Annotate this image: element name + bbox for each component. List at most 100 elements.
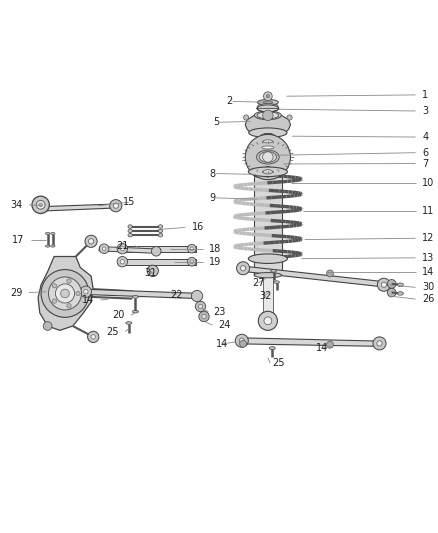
Circle shape (67, 304, 71, 308)
Ellipse shape (46, 232, 50, 235)
Text: 20: 20 (112, 310, 124, 320)
Circle shape (244, 115, 249, 120)
Circle shape (88, 331, 99, 343)
Circle shape (43, 322, 52, 330)
Circle shape (147, 265, 159, 277)
Ellipse shape (274, 281, 279, 284)
Ellipse shape (254, 111, 281, 120)
Circle shape (113, 203, 118, 208)
Text: 14: 14 (82, 295, 94, 305)
Text: 30: 30 (422, 282, 434, 293)
Text: 19: 19 (209, 257, 222, 267)
Text: 8: 8 (209, 168, 215, 179)
Circle shape (110, 199, 122, 212)
Text: 23: 23 (214, 306, 226, 317)
Circle shape (239, 338, 244, 343)
Text: 31: 31 (144, 269, 156, 278)
Text: 24: 24 (218, 320, 230, 330)
Text: 32: 32 (259, 290, 272, 301)
Ellipse shape (259, 151, 276, 163)
Text: 25: 25 (272, 358, 285, 368)
Ellipse shape (271, 270, 276, 272)
Text: 18: 18 (209, 244, 222, 254)
Circle shape (32, 196, 49, 214)
Polygon shape (99, 247, 161, 254)
Circle shape (387, 279, 396, 288)
Text: 12: 12 (422, 233, 434, 243)
Text: 4: 4 (422, 132, 428, 142)
Text: 14: 14 (316, 343, 328, 353)
Text: 10: 10 (422, 178, 434, 188)
Circle shape (102, 247, 106, 251)
Ellipse shape (51, 245, 55, 247)
Polygon shape (44, 204, 119, 211)
Circle shape (88, 239, 94, 244)
Ellipse shape (128, 229, 132, 232)
Circle shape (387, 288, 396, 297)
Text: 1: 1 (422, 90, 428, 100)
Circle shape (84, 289, 88, 294)
Text: 5: 5 (214, 117, 220, 127)
Text: 6: 6 (422, 148, 428, 158)
Text: 29: 29 (10, 288, 22, 297)
Circle shape (237, 262, 250, 274)
Ellipse shape (263, 101, 272, 103)
Text: 14: 14 (216, 339, 228, 349)
Ellipse shape (258, 100, 278, 105)
Circle shape (117, 256, 127, 267)
Circle shape (287, 115, 292, 120)
Ellipse shape (128, 225, 132, 228)
Circle shape (202, 314, 206, 319)
Circle shape (80, 286, 92, 297)
Ellipse shape (257, 105, 279, 112)
Ellipse shape (397, 283, 403, 286)
Ellipse shape (159, 225, 163, 228)
Circle shape (195, 301, 206, 312)
Circle shape (263, 152, 273, 162)
Circle shape (266, 94, 270, 98)
Circle shape (240, 265, 246, 271)
Text: 7: 7 (422, 158, 428, 168)
Text: 14: 14 (422, 266, 434, 277)
Circle shape (377, 278, 390, 291)
Ellipse shape (128, 233, 132, 237)
Ellipse shape (261, 312, 274, 317)
Circle shape (49, 277, 81, 310)
Ellipse shape (249, 128, 287, 138)
Circle shape (235, 334, 248, 348)
Circle shape (52, 284, 57, 288)
Polygon shape (237, 338, 384, 346)
Circle shape (99, 244, 109, 254)
Circle shape (56, 284, 74, 303)
Circle shape (36, 200, 45, 209)
Circle shape (52, 299, 57, 303)
Circle shape (240, 341, 247, 348)
Text: 17: 17 (12, 235, 25, 245)
Polygon shape (118, 246, 196, 252)
Circle shape (91, 335, 95, 339)
Ellipse shape (248, 254, 287, 263)
Circle shape (60, 289, 69, 298)
Circle shape (264, 317, 272, 325)
Circle shape (263, 167, 273, 177)
Ellipse shape (46, 245, 50, 247)
FancyBboxPatch shape (254, 175, 282, 275)
Circle shape (39, 203, 42, 207)
Text: 34: 34 (10, 200, 22, 210)
Ellipse shape (258, 139, 277, 144)
Ellipse shape (257, 144, 279, 150)
Circle shape (373, 337, 386, 350)
Ellipse shape (254, 272, 282, 278)
Circle shape (326, 270, 333, 277)
Text: 25: 25 (106, 327, 119, 337)
Ellipse shape (261, 134, 274, 137)
Text: 9: 9 (209, 193, 215, 203)
Text: 22: 22 (170, 290, 183, 300)
Circle shape (41, 270, 89, 317)
Polygon shape (257, 103, 279, 108)
Circle shape (152, 247, 161, 256)
Ellipse shape (126, 322, 132, 324)
Circle shape (151, 269, 155, 273)
Ellipse shape (262, 146, 274, 149)
FancyBboxPatch shape (263, 275, 273, 314)
